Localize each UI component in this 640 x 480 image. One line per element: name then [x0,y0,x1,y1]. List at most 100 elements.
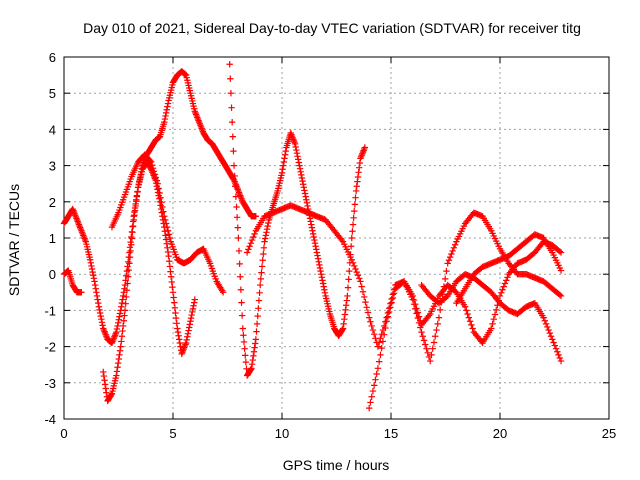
data-point [311,239,319,247]
data-point [127,247,134,255]
data-point [114,319,122,327]
data-point [130,216,137,224]
data-point [226,61,233,68]
data-point [228,104,235,111]
data-point [291,140,299,148]
data-point [91,281,99,289]
data-point [342,306,349,314]
data-point [90,275,98,282]
data-point [361,293,368,301]
data-point [166,263,174,270]
data-point [385,308,393,316]
data-point [186,321,194,328]
data-point [542,320,550,328]
data-point [354,178,361,185]
data-point [498,289,505,297]
data-point [303,199,311,207]
data-point [132,202,139,210]
data-point [541,317,549,324]
data-point [258,263,266,270]
data-point [450,244,458,252]
data-point [230,147,237,155]
y-tick-label: -3 [44,376,56,391]
data-point [437,306,444,314]
data-point [227,90,235,97]
data-point [254,312,261,320]
data-point [171,304,179,312]
data-point [341,311,349,318]
data-point [430,339,438,346]
data-point [440,283,448,290]
data-point [418,328,425,336]
y-tick-label: 1 [49,231,56,246]
data-point [296,165,304,172]
data-point [150,168,158,175]
data-point [235,234,242,242]
data-point [265,219,272,227]
data-point [375,358,383,365]
data-point [353,183,360,190]
data-point [124,280,131,287]
data-point [185,324,193,331]
data-point [342,302,350,309]
data-point [356,164,363,171]
data-point [299,181,307,188]
data-point [352,187,360,195]
data-point [161,213,168,220]
series-satellite-track-d [226,61,369,379]
series-satellite-track-g [418,271,565,365]
data-point [313,246,320,253]
data-point [410,300,418,308]
data-point [556,291,563,299]
data-point [301,190,309,197]
data-point [116,347,124,354]
data-point [304,202,311,210]
data-point [293,146,300,154]
y-tick-label: 4 [49,122,56,137]
data-point [228,118,236,126]
data-point [348,256,355,263]
data-point [123,293,130,301]
data-point [414,309,421,316]
data-point [248,236,256,244]
data-point [169,289,177,296]
data-point [302,193,309,200]
data-point [164,100,172,107]
data-point [448,250,455,258]
data-point [354,173,362,181]
data-point [499,286,506,293]
series-satellite-track-e [243,202,565,350]
data-point [493,306,500,314]
data-point [389,294,397,302]
data-point [491,311,499,318]
data-point [161,118,168,126]
data-point [264,222,271,230]
data-point [176,336,183,343]
data-point [372,376,379,383]
data-point [251,230,258,238]
data-point [351,207,358,215]
data-point [187,318,194,325]
data-point [366,314,373,321]
data-point [345,276,352,283]
data-point [157,194,164,201]
data-point [490,315,497,323]
data-point [344,292,351,300]
data-point [556,354,563,362]
data-point [545,326,552,334]
data-point [242,358,250,366]
data-point [341,315,348,323]
data-point [340,320,347,328]
data-point [155,185,162,192]
data-point [432,333,439,340]
data-point [189,308,196,316]
data-point [115,355,123,363]
data-point [173,320,180,327]
data-point [504,274,511,281]
data-point [174,328,182,336]
data-point [297,168,304,176]
data-point [90,272,97,279]
data-point [184,330,192,337]
axis-ticks [63,56,610,420]
